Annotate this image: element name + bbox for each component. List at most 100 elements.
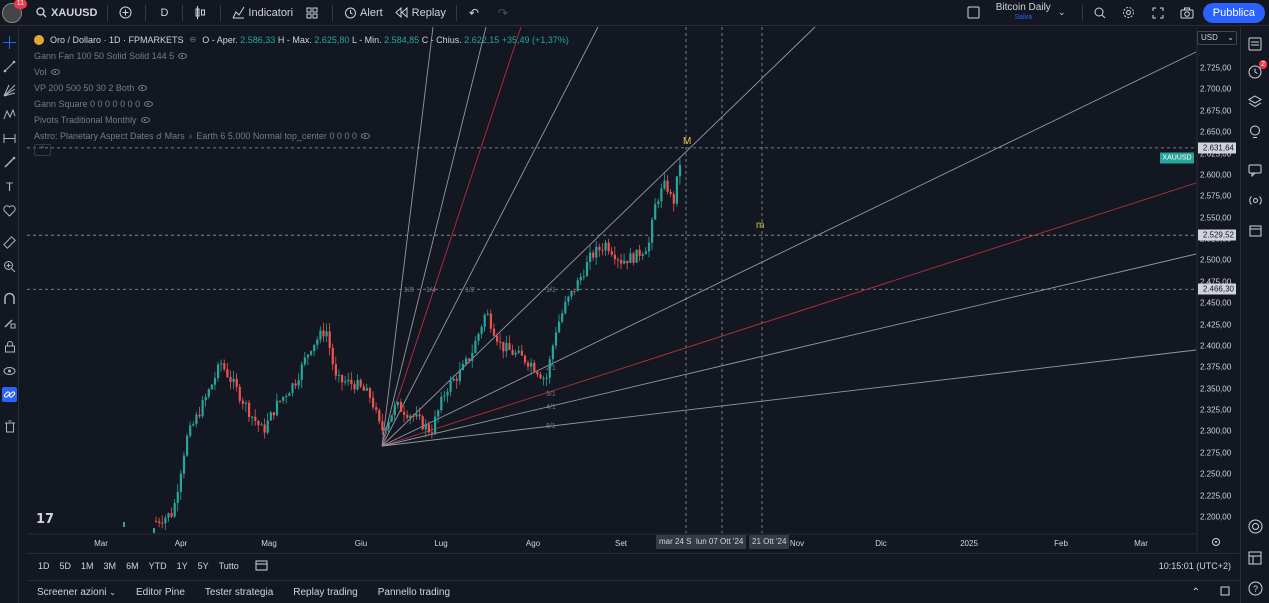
candle-body bbox=[440, 396, 443, 411]
range-5d[interactable]: 5D bbox=[59, 560, 72, 571]
goto-date-icon[interactable] bbox=[250, 559, 273, 573]
chat-icon[interactable] bbox=[1246, 161, 1264, 179]
indicator-volume[interactable]: Vol bbox=[34, 64, 569, 80]
settings-button[interactable] bbox=[1116, 0, 1145, 26]
quick-search-icon bbox=[1093, 6, 1107, 20]
divider bbox=[332, 4, 334, 21]
price-tick: 2.200,00 bbox=[1200, 512, 1232, 522]
eye-icon[interactable] bbox=[50, 69, 60, 75]
tab-stock-screener[interactable]: Screener azioni ⌄ bbox=[27, 587, 126, 598]
eye-icon[interactable] bbox=[138, 85, 148, 91]
indicator-astro[interactable]: Astro: Planetary Aspect Dates ☌ Mars ♁ E… bbox=[34, 128, 569, 144]
eye-icon[interactable] bbox=[140, 117, 150, 123]
candle-body bbox=[322, 330, 325, 337]
notification-badge: 11 bbox=[13, 0, 27, 9]
help-target-icon[interactable] bbox=[1246, 517, 1264, 535]
range-all[interactable]: Tutto bbox=[218, 560, 239, 571]
layout-switch[interactable] bbox=[961, 0, 990, 26]
data-window-icon[interactable] bbox=[1246, 549, 1264, 567]
user-avatar[interactable]: 11 bbox=[2, 0, 27, 23]
layers-icon[interactable] bbox=[1246, 93, 1264, 111]
fullscreen-button[interactable] bbox=[1145, 0, 1174, 26]
lightbulb-icon[interactable] bbox=[1246, 123, 1264, 141]
candle-body bbox=[306, 354, 310, 358]
heart-icon[interactable] bbox=[2, 203, 17, 218]
clock-timezone[interactable]: 10:15:01 (UTC+2) bbox=[1158, 560, 1231, 571]
rewind-icon bbox=[395, 6, 409, 20]
chart-type-button[interactable] bbox=[187, 0, 216, 26]
currency-selector[interactable]: USD ⌄ bbox=[1197, 31, 1237, 45]
eye-icon[interactable] bbox=[178, 53, 188, 59]
candle-body bbox=[458, 369, 461, 381]
range-1m[interactable]: 1M bbox=[81, 560, 94, 571]
indicator-gann-square[interactable]: Gann Square 0 0 0 0 0 0 0 bbox=[34, 96, 569, 112]
quick-search-button[interactable] bbox=[1087, 0, 1116, 26]
candle-body bbox=[244, 402, 248, 404]
price-tick: 2.325,00 bbox=[1200, 405, 1232, 415]
link-icon[interactable] bbox=[2, 387, 17, 402]
trend-line-icon[interactable] bbox=[2, 59, 17, 74]
alerts-clock-icon[interactable]: 2 bbox=[1246, 60, 1267, 81]
layout-name-button[interactable]: Bitcoin Daily Salva ⌄ bbox=[990, 0, 1078, 26]
candle-body bbox=[251, 416, 254, 418]
candle-body bbox=[660, 188, 663, 202]
tab-pine-editor[interactable]: Editor Pine bbox=[135, 586, 185, 598]
trash-icon[interactable] bbox=[2, 419, 17, 434]
indicator-gann-fan[interactable]: Gann Fan 100 50 Solid Solid 144 5 bbox=[34, 48, 569, 64]
range-1d[interactable]: 1D bbox=[38, 560, 50, 571]
candle-body bbox=[155, 521, 158, 523]
redo-button[interactable]: ↷ bbox=[490, 0, 519, 26]
chevron-down-icon: ⌄ bbox=[109, 587, 116, 597]
undo-button[interactable]: ↶ bbox=[461, 0, 490, 26]
eye-icon[interactable] bbox=[360, 133, 370, 139]
maximize-panel-icon[interactable] bbox=[1210, 586, 1240, 599]
measure-range-icon[interactable] bbox=[2, 131, 17, 146]
range-6m[interactable]: 6M bbox=[126, 560, 139, 571]
tab-strategy-tester[interactable]: Tester strategia bbox=[204, 586, 274, 598]
collapse-legend-button[interactable]: ⌃ bbox=[34, 144, 51, 156]
candle-body bbox=[316, 339, 319, 345]
indicator-volume-profile[interactable]: VP 200 500 50 30 2 Both bbox=[34, 80, 569, 96]
collapse-panel-icon[interactable]: ⌃ bbox=[1191, 586, 1200, 598]
brush-icon[interactable] bbox=[2, 155, 17, 170]
candle-body bbox=[669, 191, 672, 194]
candle-body bbox=[678, 165, 682, 177]
compare-button[interactable] bbox=[112, 0, 141, 26]
help-icon[interactable]: ? bbox=[1246, 579, 1264, 597]
range-5y[interactable]: 5Y bbox=[197, 560, 209, 571]
interval-button[interactable]: D bbox=[160, 6, 169, 19]
eye-icon[interactable] bbox=[2, 363, 17, 378]
lock-icon[interactable] bbox=[2, 339, 17, 354]
candle-body bbox=[548, 359, 551, 378]
symbol-title[interactable]: Oro / Dollaro · 1D · FPMARKETS bbox=[50, 35, 184, 45]
indicators-button[interactable]: Indicatori bbox=[225, 0, 299, 26]
magnet-icon[interactable] bbox=[2, 291, 17, 306]
watchlist-icon[interactable] bbox=[1246, 35, 1264, 53]
snapshot-button[interactable] bbox=[1174, 0, 1203, 26]
symbol-search-button[interactable]: XAUUSD bbox=[28, 0, 103, 26]
axis-settings-icon[interactable] bbox=[1211, 537, 1221, 549]
chevron-up-icon[interactable]: ⊖ bbox=[189, 35, 197, 44]
range-3m[interactable]: 3M bbox=[103, 560, 117, 571]
broadcast-icon[interactable] bbox=[1246, 191, 1264, 209]
ruler-icon[interactable] bbox=[2, 235, 17, 250]
calendar-icon[interactable] bbox=[1246, 221, 1264, 239]
range-ytd[interactable]: YTD bbox=[148, 560, 167, 571]
eye-icon[interactable] bbox=[144, 101, 154, 107]
range-1y[interactable]: 1Y bbox=[176, 560, 188, 571]
indicator-pivots[interactable]: Pivots Traditional Monthly bbox=[34, 112, 569, 128]
gann-fan-icon[interactable] bbox=[2, 83, 17, 98]
publish-button[interactable]: Pubblica bbox=[1202, 2, 1265, 23]
templates-button[interactable] bbox=[299, 0, 328, 26]
zoom-in-icon[interactable] bbox=[2, 259, 17, 274]
pattern-icon[interactable] bbox=[2, 107, 17, 122]
tab-trading-panel[interactable]: Pannello trading bbox=[377, 586, 451, 598]
tab-replay-trading[interactable]: Replay trading bbox=[293, 586, 358, 598]
text-tool-icon[interactable]: T bbox=[5, 179, 14, 194]
candle-body bbox=[672, 193, 675, 204]
replay-button[interactable]: Replay bbox=[389, 0, 452, 26]
crosshair-icon[interactable] bbox=[2, 35, 17, 50]
alert-button[interactable]: Alert bbox=[337, 0, 389, 26]
pencil-lock-icon[interactable] bbox=[2, 315, 17, 330]
